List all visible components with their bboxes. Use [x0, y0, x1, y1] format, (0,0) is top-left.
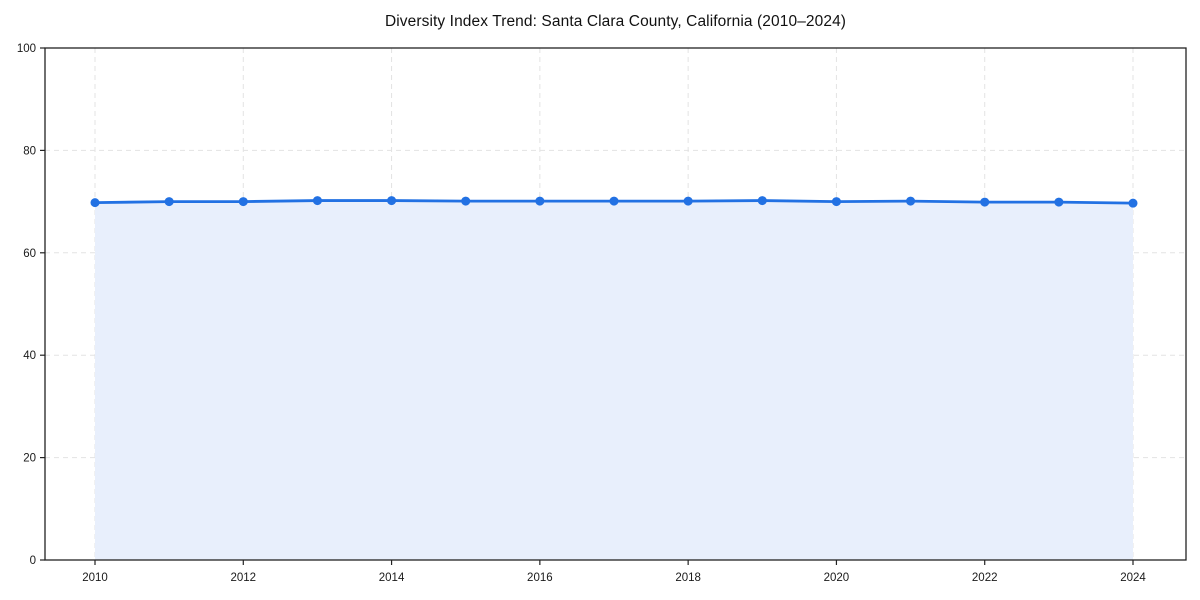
data-point-marker [831, 197, 841, 207]
data-point-marker [906, 196, 916, 206]
x-tick-label: 2020 [824, 572, 850, 584]
x-tick-label: 2022 [972, 572, 998, 584]
data-point-marker [980, 197, 990, 207]
data-point-marker [609, 196, 619, 206]
y-tick-label: 0 [30, 555, 36, 567]
data-point-marker [1128, 198, 1138, 208]
data-point-marker [164, 197, 174, 207]
series-area-fill [95, 200, 1133, 561]
y-tick-label: 40 [23, 350, 36, 362]
data-point-marker [238, 197, 248, 207]
x-tick-label: 2014 [379, 572, 405, 584]
data-point-marker [90, 198, 100, 208]
plot-border [44, 47, 1187, 561]
data-point-marker [1054, 197, 1064, 207]
x-tick-label: 2012 [230, 572, 256, 584]
x-tick-label: 2018 [675, 572, 701, 584]
x-tick-label: 2016 [527, 572, 553, 584]
data-point-marker [683, 196, 693, 206]
data-point-marker [461, 196, 471, 206]
y-tick-label: 60 [23, 248, 36, 260]
x-tick-label: 2024 [1120, 572, 1146, 584]
data-point-marker [757, 196, 767, 206]
y-tick-label: 20 [23, 453, 36, 465]
data-point-marker [535, 196, 545, 206]
chart-title: Diversity Index Trend: Santa Clara Count… [384, 13, 847, 30]
data-point-marker [312, 196, 322, 206]
y-tick-label: 80 [23, 145, 36, 157]
x-tick-label: 2010 [82, 572, 108, 584]
data-point-marker [387, 196, 397, 206]
y-tick-label: 100 [17, 43, 36, 55]
